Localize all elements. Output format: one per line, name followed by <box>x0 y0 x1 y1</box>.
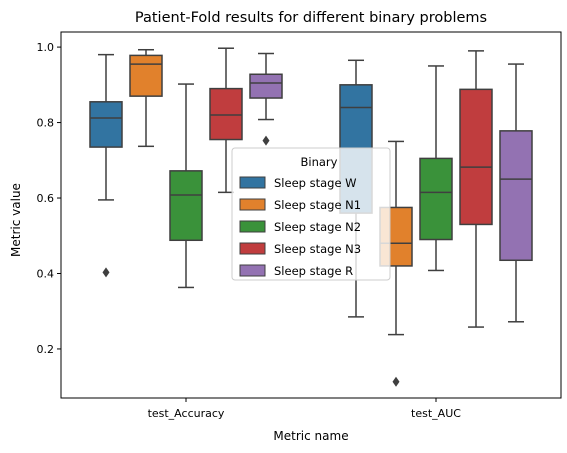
plot-area <box>89 47 533 387</box>
legend-swatch <box>239 242 266 255</box>
box-test_AUC-4 <box>499 63 533 323</box>
outlier-point <box>392 376 400 387</box>
axes-frame <box>60 31 562 399</box>
x-tick-label: test_AUC <box>411 407 461 420</box>
legend-swatch <box>239 220 266 233</box>
box-iqr <box>129 54 163 97</box>
box-test_Accuracy-4 <box>249 52 283 146</box>
legend: Binary Sleep stage W Sleep stage N1 Sleep s… <box>231 147 391 281</box>
x-tick-label: test_Accuracy <box>148 407 225 420</box>
legend-title: Binary <box>301 155 338 169</box>
y-tick-label: 1.0 <box>37 41 55 54</box>
y-axis-label: Metric value <box>9 183 23 257</box>
box-test_AUC-2 <box>419 65 453 272</box>
box-test_Accuracy-1 <box>129 48 163 148</box>
box-iqr <box>209 87 243 141</box>
box-iqr <box>169 170 203 242</box>
chart-title: Patient-Fold results for different binar… <box>135 10 487 26</box>
outlier-point <box>262 135 270 146</box>
legend-entry: Sleep stage W <box>274 176 357 190</box>
legend-entry: Sleep stage N3 <box>274 242 361 256</box>
legend-frame <box>231 147 391 281</box>
box-iqr <box>419 157 453 241</box>
box-test_Accuracy-2 <box>169 83 203 289</box>
box-test_AUC-1 <box>379 140 413 387</box>
legend-entry: Sleep stage N2 <box>274 220 361 234</box>
box-test_Accuracy-0 <box>89 53 123 278</box>
y-tick-label: 0.4 <box>37 267 55 280</box>
box-test_Accuracy-3 <box>209 47 243 194</box>
legend-entry: Sleep stage R <box>274 264 353 278</box>
box-test_AUC-3 <box>459 50 493 328</box>
legend-swatch <box>239 198 266 211</box>
legend-swatch <box>239 176 266 189</box>
box-iqr <box>249 73 283 99</box>
box-iqr <box>499 130 533 262</box>
x-axis-label: Metric name <box>273 429 348 443</box>
box-iqr <box>89 101 123 148</box>
y-tick-label: 0.8 <box>37 117 55 130</box>
axes: 0.2 0.4 0.6 0.8 1.0 test_Accuracy test_AUC <box>37 31 562 420</box>
box-iqr <box>459 88 493 226</box>
y-tick-label: 0.2 <box>37 343 55 356</box>
outlier-point <box>102 267 110 278</box>
legend-entry: Sleep stage N1 <box>274 198 361 212</box>
y-tick-label: 0.6 <box>37 192 55 205</box>
legend-swatch <box>239 264 266 277</box>
